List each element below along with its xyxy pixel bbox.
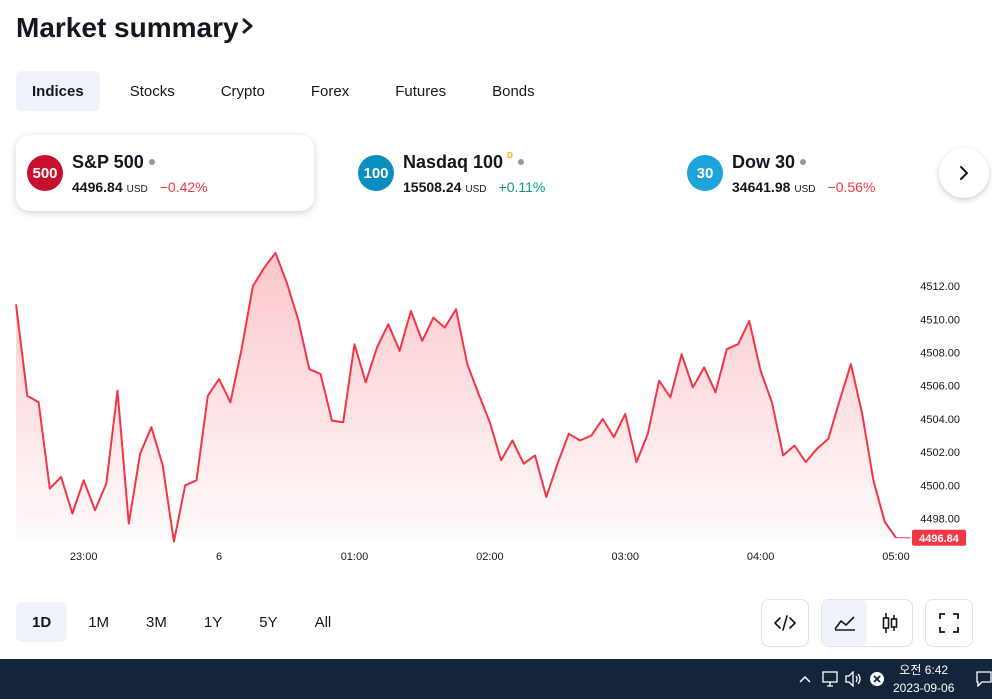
tab-crypto[interactable]: Crypto <box>220 82 265 100</box>
y-axis-tick-label: 4506.00 <box>920 381 960 393</box>
index-cards: 500 S&P 500 4496.84 USD −0.42% 100 Nasda… <box>16 135 992 211</box>
market-status-dot-icon <box>800 159 807 165</box>
chevron-up-icon <box>799 675 811 683</box>
y-axis-tick-label: 4498.00 <box>920 514 960 526</box>
tab-indices[interactable]: Indices <box>16 71 100 111</box>
tab-stocks[interactable]: Stocks <box>129 82 175 100</box>
tab-forex[interactable]: Forex <box>310 82 350 100</box>
card-change: +0.11% <box>498 179 546 195</box>
clock-time: 오전 6:42 <box>899 663 949 677</box>
network-button[interactable] <box>822 659 840 699</box>
x-axis-tick-label: 05:00 <box>882 551 910 563</box>
fullscreen-button[interactable] <box>925 599 973 647</box>
y-axis-tick-label: 4504.00 <box>920 414 960 426</box>
card-name: S&P 500 <box>72 152 144 172</box>
card-name: Dow 30 <box>732 152 796 172</box>
card-dow30[interactable]: 30 Dow 30 34641.98 USD −0.56% <box>676 135 936 211</box>
code-icon <box>774 615 796 631</box>
range-5y[interactable]: 5Y <box>259 613 278 631</box>
notifications-button[interactable] <box>976 659 992 699</box>
range-selector: 1D 1M 3M 1Y 5Y All <box>16 602 352 642</box>
area-chart-icon <box>833 616 855 631</box>
y-axis-tick-label: 4508.00 <box>920 348 960 360</box>
card-currency: USD <box>465 184 487 195</box>
page-title: Market summary <box>16 12 239 43</box>
x-axis-tick-label: 02:00 <box>476 551 504 563</box>
market-tabs: Indices Stocks Crypto Forex Futures Bond… <box>16 71 565 111</box>
x-axis-tick-label: 23:00 <box>70 551 98 563</box>
chart-area-fill <box>16 252 896 542</box>
sp500-logo-badge: 500 <box>27 155 63 191</box>
notification-icon <box>976 671 992 687</box>
range-1y[interactable]: 1Y <box>203 613 223 631</box>
card-name: Nasdaq 100 <box>403 152 504 172</box>
market-summary-title[interactable]: Market summary <box>16 12 255 44</box>
close-circle-icon <box>870 672 884 686</box>
taskbar-clock[interactable]: 오전 6:42 2023-09-06 <box>893 661 954 697</box>
embed-button[interactable] <box>761 599 809 647</box>
next-cards-button[interactable] <box>939 148 989 198</box>
x-axis-tick-label: 03:00 <box>611 551 639 563</box>
chevron-right-icon <box>960 166 968 180</box>
y-axis-tick-label: 4502.00 <box>920 447 960 459</box>
fullscreen-icon <box>939 613 959 633</box>
speaker-icon <box>845 671 861 687</box>
last-price-label-bg <box>912 529 966 546</box>
network-icon <box>822 671 838 687</box>
card-change: −0.42% <box>159 179 208 195</box>
card-price: 4496.84 <box>72 179 123 195</box>
card-price: 15508.24 <box>403 179 462 195</box>
x-axis-tick-label: 04:00 <box>747 551 775 563</box>
card-currency: USD <box>794 184 816 195</box>
candlestick-chart-button[interactable] <box>867 600 912 646</box>
range-1m[interactable]: 1M <box>88 613 110 631</box>
card-sp500[interactable]: 500 S&P 500 4496.84 USD −0.42% <box>16 135 314 211</box>
candlestick-icon <box>882 613 897 633</box>
price-area-chart[interactable]: 4512.00 4510.00 4508.00 4506.00 4504.00 4502.… <box>0 240 992 580</box>
clock-date: 2023-09-06 <box>893 681 955 695</box>
card-nasdaq100[interactable]: 100 Nasdaq 100 D 15508.24 USD +0.11% <box>347 135 647 211</box>
volume-button[interactable] <box>845 659 863 699</box>
card-change: −0.56% <box>827 179 876 195</box>
range-3m[interactable]: 3M <box>146 613 167 631</box>
card-currency: USD <box>126 184 148 195</box>
range-all[interactable]: All <box>314 613 332 631</box>
chevron-right-icon <box>241 12 255 44</box>
show-hidden-icons-button[interactable] <box>798 659 812 699</box>
y-axis-tick-label: 4500.00 <box>920 480 960 492</box>
market-status-dot-icon <box>517 159 524 165</box>
market-status-dot-icon <box>148 159 155 165</box>
y-axis-tick-label: 4512.00 <box>920 281 960 293</box>
status-button[interactable] <box>869 659 885 699</box>
dow30-logo-badge: 30 <box>687 155 723 191</box>
last-price-label: 4496.84 <box>919 533 960 545</box>
chart-price-line <box>15 251 897 543</box>
nasdaq100-logo-badge: 100 <box>358 155 394 191</box>
chart-style-toggle <box>821 599 913 647</box>
area-chart-button[interactable] <box>822 600 867 646</box>
x-axis-tick-label: 01:00 <box>341 551 369 563</box>
windows-taskbar: 오전 6:42 2023-09-06 <box>0 659 992 699</box>
delayed-marker: D <box>507 151 513 160</box>
x-axis-tick-label: 6 <box>216 551 222 563</box>
tab-bonds[interactable]: Bonds <box>492 82 535 100</box>
y-axis-tick-label: 4510.00 <box>920 314 960 326</box>
card-price: 34641.98 <box>732 179 791 195</box>
range-1d[interactable]: 1D <box>16 602 68 642</box>
tab-futures[interactable]: Futures <box>395 82 447 100</box>
